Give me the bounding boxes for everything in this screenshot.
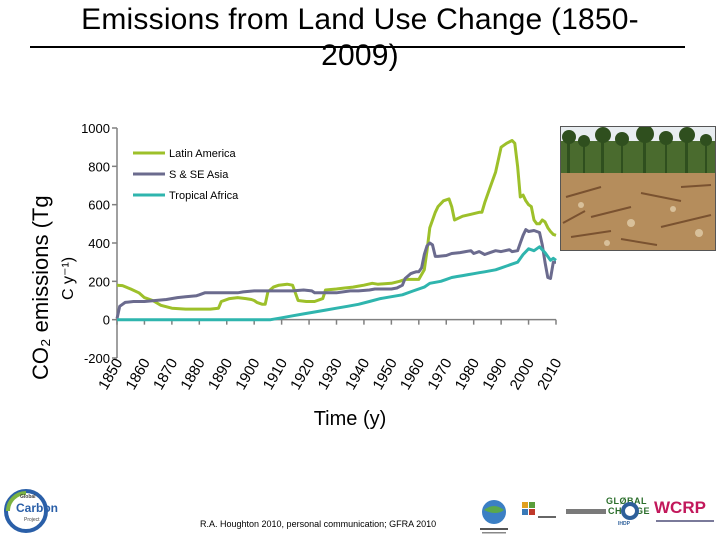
y-tick-label: -200 [84,351,110,366]
y-tick-label: 800 [88,159,110,174]
source-credit: R.A. Houghton 2010, personal communicati… [200,519,437,529]
gcp-small-text: Global [20,494,36,500]
ihdp-text: IHDP [618,521,630,527]
esspartnership-logo [474,498,514,536]
y-tick-label: 400 [88,236,110,251]
diversitas-logo [520,500,558,524]
legend-label: Latin America [169,148,237,160]
title-line-2: 2009) [321,39,399,72]
legend-label: Tropical Africa [169,190,239,202]
x-tick-label: 1970 [424,356,455,393]
x-tick-label: 1960 [397,356,428,393]
x-tick-label: 2010 [534,356,565,393]
x-tick-label: 1890 [205,356,236,393]
x-tick-label: 1990 [479,356,510,393]
wcrp-text: WCRP [654,498,706,517]
x-tick-label: 1980 [452,356,483,393]
ihdp-logo: IHDP [618,500,648,528]
title-line-1: Emissions from Land Use Change (1850- [81,3,639,36]
y-tick-label: 200 [88,274,110,289]
slide-title: Emissions from Land Use Change (1850- 20… [40,2,680,74]
x-tick-label: 1870 [150,356,181,393]
x-tick-label: 1920 [287,356,318,393]
x-tick-label: 1930 [315,356,346,393]
x-axis-label: Time (y) [313,408,387,430]
emissions-line-chart: -200020040060080010001850186018701880189… [81,121,565,393]
x-tick-label: 1880 [177,356,208,393]
x-tick-label: 1940 [342,356,373,393]
x-tick-label: 1900 [232,356,263,393]
wcrp-underline [656,520,714,522]
x-tick-label: 1860 [122,356,153,393]
series-line-s-se-asia [115,228,556,320]
y-tick-label: 0 [103,313,110,328]
deforestation-photo [560,126,716,251]
series-line-latin-america [116,139,557,311]
x-tick-label: 2000 [507,356,538,393]
y-tick-label: 600 [88,198,110,213]
global-carbon-project-logo: Global Carbon Project [4,487,60,535]
global-change-text-1: GLØBAL [606,496,647,506]
series-line-tropical-africa [117,245,557,322]
legend-label: S & SE Asia [169,169,229,181]
wcrp-logo: WCRP [654,496,718,526]
x-tick-label: 1950 [369,356,400,393]
gcp-sub-text: Project [24,517,40,523]
x-tick-label: 1910 [260,356,291,393]
title-rule [30,46,685,48]
igbp-logo [566,505,606,519]
y-tick-label: 1000 [81,121,110,136]
gcp-main-text: Carbon [16,501,58,515]
